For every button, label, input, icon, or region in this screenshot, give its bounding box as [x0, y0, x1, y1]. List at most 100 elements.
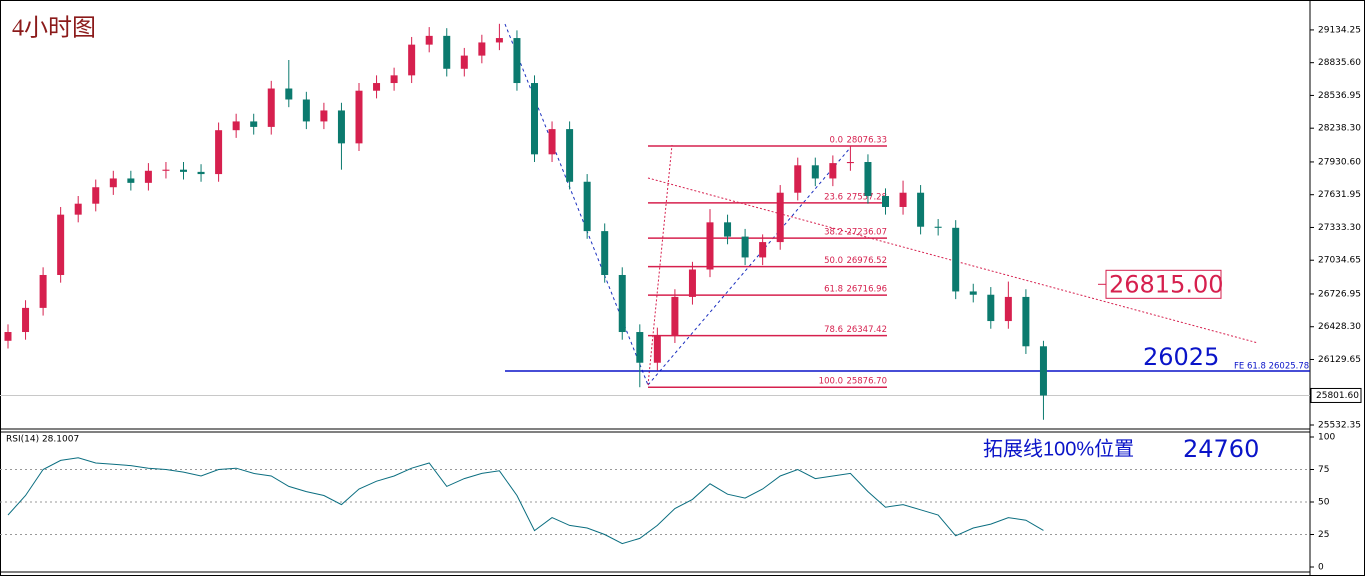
candle-body: [759, 242, 767, 258]
candle-body: [144, 170, 152, 183]
y-tick-label: 29134.25: [1318, 25, 1361, 35]
candle-body: [355, 90, 363, 144]
candle-body: [22, 307, 30, 333]
candle-body: [232, 121, 240, 131]
fib-trend-line: [647, 144, 673, 386]
y-tick-label: 28536.95: [1318, 91, 1361, 101]
candle-body: [197, 171, 205, 175]
wave-line: [647, 147, 851, 386]
fib-ratio: 61.8: [824, 285, 843, 295]
candle-body: [671, 296, 679, 336]
rsi-line: [7, 457, 1044, 545]
candle-body: [794, 165, 802, 193]
candle-body: [653, 335, 661, 363]
rsi-tick-label: 100: [1318, 433, 1335, 443]
candle-body: [583, 181, 591, 232]
resistance-label: 26815.00: [1109, 270, 1224, 298]
resistance-box: [1105, 269, 1222, 299]
fe-label: FE 61.8 26025.78: [1234, 361, 1309, 371]
candle-body: [74, 203, 82, 215]
fib-ratio: 50.0: [824, 256, 843, 266]
candle-body: [285, 88, 293, 100]
candle-body: [566, 129, 574, 182]
candle-body: [109, 178, 117, 188]
y-tick-label: 25532.35: [1318, 421, 1361, 431]
candle-body: [215, 130, 223, 175]
candle-body: [92, 187, 100, 204]
candle-body: [408, 44, 416, 76]
candle-body: [618, 274, 626, 333]
candle-body: [320, 110, 328, 122]
candle-body: [636, 332, 644, 363]
candle-body: [829, 163, 837, 179]
candle-body: [1039, 346, 1047, 396]
last-price-label: 25801.60: [1316, 391, 1359, 401]
candle-body: [969, 291, 977, 295]
candle-body: [952, 227, 960, 292]
fib-price: 26716.96: [846, 285, 887, 295]
candle-body: [987, 294, 995, 322]
chart-title: 4小时图: [12, 15, 96, 42]
price-panel: [504, 23, 1259, 386]
last-price-box: [1310, 387, 1362, 403]
wave-line: [504, 23, 649, 386]
fib-ratio: 100.0: [819, 377, 843, 387]
y-tick-label: 28238.30: [1318, 124, 1361, 134]
candle-body: [267, 88, 275, 127]
y-tick-label: 27930.60: [1318, 157, 1361, 167]
candle-body: [741, 236, 749, 258]
fib-price: 26347.42: [846, 325, 887, 335]
y-tick-label: 26428.30: [1318, 322, 1361, 332]
candle-body: [478, 42, 486, 56]
candle-body: [337, 110, 345, 144]
candle-body: [425, 35, 433, 45]
candle-body: [390, 75, 398, 84]
y-tick-label: 26129.65: [1318, 355, 1361, 365]
y-tick-label: 27034.65: [1318, 256, 1361, 266]
candle-body: [776, 192, 784, 243]
candle-body: [443, 35, 451, 69]
candle-body: [127, 178, 135, 183]
candle-body: [4, 332, 12, 341]
candle-body: [513, 38, 521, 84]
fib-price: 28076.33: [846, 135, 887, 145]
rsi-tick-label: 25: [1318, 530, 1329, 540]
candle-body: [302, 99, 310, 122]
y-tick-label: 27631.95: [1318, 190, 1361, 200]
rsi-title: RSI(14) 28.1007: [6, 435, 79, 445]
candle-body: [250, 121, 258, 127]
candle-body: [495, 38, 503, 43]
candle-body: [39, 274, 47, 308]
y-tick-label: 28835.60: [1318, 58, 1361, 68]
candle-body: [531, 83, 538, 155]
fib-price: 25876.70: [846, 377, 887, 387]
rsi-tick-label: 75: [1318, 465, 1329, 475]
candle-body: [688, 269, 696, 297]
candle-body: [864, 162, 872, 197]
candle-body: [601, 231, 609, 275]
fib-ratio: 23.6: [824, 192, 843, 202]
candle-body: [811, 165, 819, 179]
rsi-tick-label: 0: [1318, 563, 1324, 573]
candle-body: [1022, 296, 1030, 347]
fib-ratio: 78.6: [824, 325, 843, 335]
candle-body: [548, 129, 556, 155]
rsi-tick-label: 50: [1318, 498, 1330, 508]
candle-body: [934, 226, 942, 228]
candle-body: [724, 222, 732, 237]
fib-ratio: 38.2: [824, 228, 843, 238]
fib-price: 27557.28: [846, 192, 887, 202]
level-label: 26025: [1143, 343, 1219, 371]
candle-body: [706, 222, 714, 270]
candle-body: [1004, 296, 1012, 322]
candle-body: [846, 162, 854, 164]
resistance-trend-line: [647, 177, 1259, 344]
candle-body: [882, 196, 889, 207]
target: 24760: [1183, 435, 1259, 463]
y-tick-label: 26726.95: [1318, 289, 1361, 299]
fib-price: 26976.52: [846, 256, 887, 266]
candle-body: [460, 55, 468, 69]
candle-body: [917, 192, 925, 227]
fib-price: 27236.07: [846, 228, 887, 238]
